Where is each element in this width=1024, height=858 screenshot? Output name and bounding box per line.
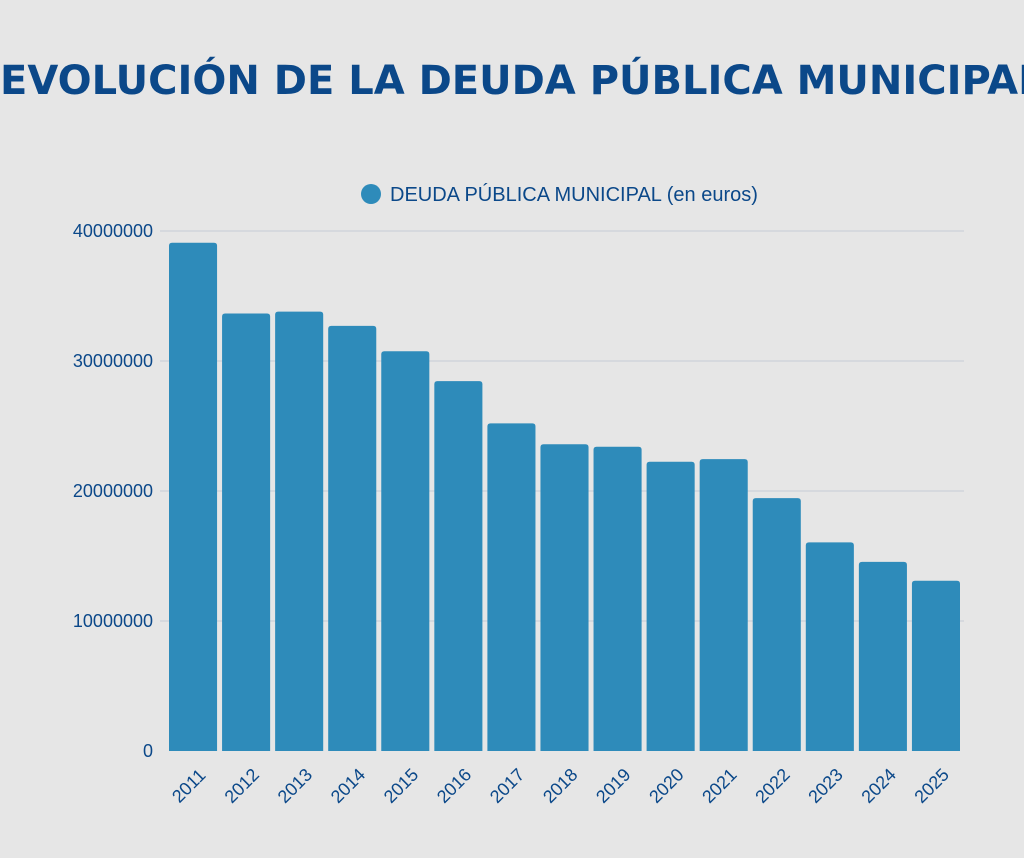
x-tick-label: 2019 xyxy=(592,765,634,807)
bar-2024 xyxy=(858,561,907,751)
bar-2016 xyxy=(434,381,483,751)
bar-2014 xyxy=(328,325,377,751)
x-tick-label: 2021 xyxy=(698,765,740,807)
bar-2017 xyxy=(487,423,536,751)
bar-2012 xyxy=(222,313,271,751)
legend: DEUDA PÚBLICA MUNICIPAL (en euros) xyxy=(361,183,758,206)
bar-2019 xyxy=(593,446,642,751)
y-tick-label: 0 xyxy=(143,741,153,761)
bar-2013 xyxy=(275,311,324,751)
y-tick-label: 10000000 xyxy=(73,611,153,631)
y-tick-label: 20000000 xyxy=(73,481,153,501)
bar-2023 xyxy=(805,542,854,751)
bar-2020 xyxy=(646,461,695,751)
x-tick-label: 2012 xyxy=(221,765,263,807)
bar-2015 xyxy=(381,351,430,751)
chart-title: EVOLUCIÓN DE LA DEUDA PÚBLICA MUNICIPAL xyxy=(0,58,1024,104)
x-tick-label: 2016 xyxy=(433,765,475,807)
bar-2022 xyxy=(752,498,801,751)
legend-label: DEUDA PÚBLICA MUNICIPAL (en euros) xyxy=(390,183,758,206)
legend-marker xyxy=(361,184,381,204)
y-tick-label: 40000000 xyxy=(73,221,153,241)
x-tick-label: 2022 xyxy=(751,765,793,807)
x-tick-label: 2014 xyxy=(327,765,369,807)
bar-2018 xyxy=(540,444,589,751)
y-axis: 0 10000000 20000000 30000000 40000000 xyxy=(73,221,153,761)
x-tick-label: 2011 xyxy=(168,765,210,807)
y-tick-label: 30000000 xyxy=(73,351,153,371)
x-tick-label: 2025 xyxy=(910,765,952,807)
bar-2021 xyxy=(699,459,748,751)
x-tick-label: 2018 xyxy=(539,765,581,807)
x-axis: 2011 2012 2013 2014 2015 2016 2017 2018 2019 2020… xyxy=(168,765,953,807)
bar-2011 xyxy=(169,242,218,751)
bar-2025 xyxy=(911,580,960,751)
x-tick-label: 2015 xyxy=(380,765,422,807)
x-tick-label: 2024 xyxy=(857,765,899,807)
x-tick-label: 2020 xyxy=(645,765,687,807)
x-tick-label: 2017 xyxy=(486,765,528,807)
x-tick-label: 2013 xyxy=(274,765,316,807)
bars xyxy=(169,242,960,751)
x-tick-label: 2023 xyxy=(804,765,846,807)
